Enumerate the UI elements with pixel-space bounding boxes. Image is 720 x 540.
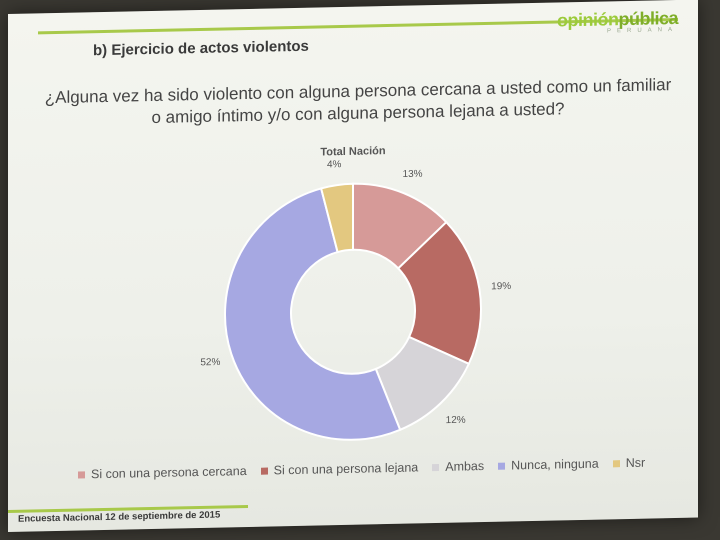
legend-item: Si con una persona cercana xyxy=(78,464,247,482)
slice-data-label: 4% xyxy=(327,159,342,170)
legend-swatch xyxy=(260,467,268,475)
donut-slice xyxy=(319,182,354,254)
legend-swatch xyxy=(432,463,440,471)
slice-data-label: 13% xyxy=(403,169,423,180)
legend-label: Ambas xyxy=(445,459,485,474)
legend-label: Nsr xyxy=(625,455,646,471)
logo-part2: pública xyxy=(618,7,678,30)
donut-slices xyxy=(224,182,482,441)
legend-swatch xyxy=(498,462,506,470)
donut-chart: Total Nación 13% 19% 12% 52% 4% xyxy=(200,145,511,441)
logo: opiniónpública PERUANA xyxy=(557,8,678,36)
slice-labels: 13% 19% 12% 52% 4% xyxy=(200,159,511,426)
chart-title: Total Nación xyxy=(320,145,385,158)
logo-part1: opinión xyxy=(557,9,619,31)
slice-data-label: 12% xyxy=(446,415,466,426)
donut-slice xyxy=(396,220,482,366)
projected-slide: b) Ejercicio de actos violentos opiniónp… xyxy=(8,0,698,532)
legend-item: Ambas xyxy=(432,459,484,474)
slice-data-label: 19% xyxy=(491,281,511,292)
legend-item: Nunca, ninguna xyxy=(498,457,599,473)
legend-swatch xyxy=(78,470,85,479)
legend-item: Nsr xyxy=(612,455,646,471)
donut-slice xyxy=(224,187,402,441)
legend-label: Si con una persona cercana xyxy=(91,464,247,482)
legend-label: Nunca, ninguna xyxy=(511,456,599,473)
slice-data-label: 52% xyxy=(200,357,220,368)
legend-label: Si con una persona lejana xyxy=(273,460,419,478)
legend-item: Si con una persona lejana xyxy=(260,460,419,478)
legend-swatch xyxy=(612,459,620,467)
